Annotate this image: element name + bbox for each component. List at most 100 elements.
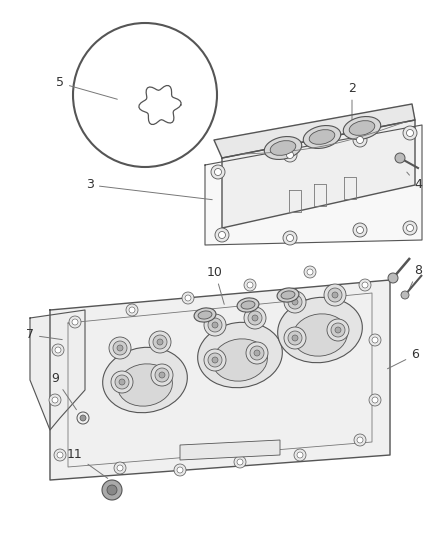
Circle shape — [129, 307, 135, 313]
Circle shape — [182, 292, 194, 304]
Ellipse shape — [102, 348, 187, 413]
Circle shape — [49, 394, 61, 406]
Circle shape — [113, 341, 127, 355]
Circle shape — [237, 459, 243, 465]
Circle shape — [57, 452, 63, 458]
Circle shape — [357, 136, 364, 143]
Circle shape — [72, 319, 78, 325]
Circle shape — [401, 291, 409, 299]
Circle shape — [292, 335, 298, 341]
Circle shape — [324, 284, 346, 306]
Circle shape — [283, 148, 297, 162]
Circle shape — [406, 224, 413, 231]
Circle shape — [119, 379, 125, 385]
Circle shape — [372, 337, 378, 343]
Circle shape — [208, 353, 222, 367]
Circle shape — [327, 319, 349, 341]
Circle shape — [215, 168, 222, 175]
Circle shape — [52, 397, 58, 403]
Ellipse shape — [118, 364, 173, 406]
Polygon shape — [222, 120, 415, 228]
Circle shape — [153, 335, 167, 349]
Circle shape — [292, 299, 298, 305]
Text: 5: 5 — [56, 77, 117, 99]
Circle shape — [54, 449, 66, 461]
Circle shape — [114, 462, 126, 474]
Circle shape — [155, 368, 169, 382]
Ellipse shape — [293, 314, 347, 356]
Circle shape — [254, 350, 260, 356]
Circle shape — [357, 227, 364, 233]
Text: 11: 11 — [67, 448, 108, 479]
Ellipse shape — [309, 130, 335, 144]
Polygon shape — [180, 440, 280, 460]
Circle shape — [55, 347, 61, 353]
Circle shape — [69, 316, 81, 328]
Polygon shape — [50, 280, 390, 480]
Circle shape — [185, 295, 191, 301]
Ellipse shape — [270, 141, 296, 155]
Circle shape — [208, 318, 222, 332]
Circle shape — [286, 151, 293, 158]
Polygon shape — [30, 310, 85, 430]
Circle shape — [248, 311, 262, 325]
Circle shape — [252, 315, 258, 321]
Text: 4: 4 — [407, 172, 422, 191]
Circle shape — [359, 279, 371, 291]
Circle shape — [219, 231, 226, 238]
Text: 6: 6 — [388, 349, 419, 369]
Circle shape — [335, 327, 341, 333]
Circle shape — [159, 372, 165, 378]
Ellipse shape — [241, 301, 255, 309]
Circle shape — [286, 235, 293, 241]
Circle shape — [244, 279, 256, 291]
Ellipse shape — [349, 120, 375, 135]
Ellipse shape — [198, 311, 212, 319]
Circle shape — [212, 357, 218, 363]
Circle shape — [297, 452, 303, 458]
Circle shape — [357, 437, 363, 443]
Circle shape — [288, 295, 302, 309]
Ellipse shape — [303, 126, 341, 149]
Ellipse shape — [343, 117, 381, 140]
Circle shape — [353, 223, 367, 237]
Circle shape — [102, 480, 122, 500]
Polygon shape — [205, 125, 422, 245]
Ellipse shape — [237, 298, 259, 312]
Circle shape — [177, 467, 183, 473]
Text: 3: 3 — [86, 179, 212, 200]
Circle shape — [126, 304, 138, 316]
Text: 10: 10 — [207, 265, 224, 304]
Circle shape — [362, 282, 368, 288]
Circle shape — [80, 415, 86, 421]
Ellipse shape — [277, 288, 299, 302]
Ellipse shape — [281, 291, 295, 299]
Circle shape — [174, 464, 186, 476]
Polygon shape — [214, 104, 415, 158]
Circle shape — [304, 266, 316, 278]
Circle shape — [354, 434, 366, 446]
Ellipse shape — [198, 322, 283, 387]
Circle shape — [204, 314, 226, 336]
Circle shape — [406, 130, 413, 136]
Circle shape — [111, 371, 133, 393]
Circle shape — [250, 346, 264, 360]
Circle shape — [403, 126, 417, 140]
Circle shape — [109, 337, 131, 359]
Circle shape — [294, 449, 306, 461]
Circle shape — [204, 349, 226, 371]
Circle shape — [211, 165, 225, 179]
Circle shape — [395, 153, 405, 163]
Ellipse shape — [278, 297, 362, 363]
Circle shape — [388, 273, 398, 283]
Circle shape — [215, 228, 229, 242]
Circle shape — [331, 323, 345, 337]
Circle shape — [247, 282, 253, 288]
Circle shape — [244, 307, 266, 329]
Circle shape — [212, 322, 218, 328]
Ellipse shape — [212, 339, 267, 381]
Ellipse shape — [264, 136, 302, 159]
Circle shape — [332, 292, 338, 298]
Circle shape — [283, 231, 297, 245]
Circle shape — [107, 485, 117, 495]
